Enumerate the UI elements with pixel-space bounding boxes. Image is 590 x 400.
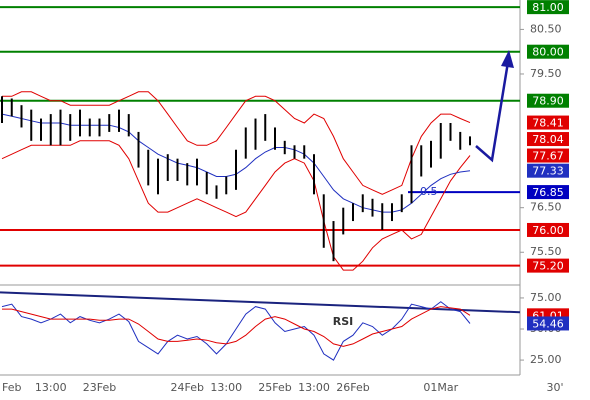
forecast-arrowhead [501, 50, 514, 68]
band-line [1, 140, 471, 271]
value-box [527, 222, 569, 237]
value-box [527, 163, 569, 178]
y-tick-label: 75.00 [530, 291, 562, 304]
value-box-label: 78.04 [532, 133, 564, 146]
plot: 0.5 RSI [0, 6, 521, 361]
value-box [527, 93, 569, 108]
y-tick-label: 76.50 [530, 201, 562, 214]
value-box [527, 185, 569, 200]
level-annotation: 0.5 [420, 185, 438, 198]
y-tick-label: 75.50 [530, 245, 562, 258]
x-tick-label: 25Feb [258, 381, 291, 394]
value-box [527, 148, 569, 163]
x-tick-label: 13:00 [35, 381, 67, 394]
value-box-label: 54.46 [532, 317, 564, 330]
x-tick-label: 24Feb [171, 381, 204, 394]
value-box-label: 77.67 [532, 150, 564, 163]
value-box [527, 0, 569, 15]
value-box-label: 77.33 [532, 165, 564, 178]
x-tick-label: 26Feb [336, 381, 369, 394]
value-box-label: 80.00 [532, 46, 564, 59]
band-line [2, 91, 471, 195]
value-box-label: 78.41 [532, 117, 564, 130]
y-tick-label: 80.50 [530, 22, 562, 35]
value-box [527, 316, 569, 331]
value-box-label: 78.90 [532, 95, 564, 108]
y-tick-label: 79.50 [530, 67, 562, 80]
value-box [527, 132, 569, 147]
rsi-line [2, 306, 471, 347]
x-tick-label: 13:00 [210, 381, 242, 394]
x-tick-label: 23Feb [83, 381, 116, 394]
value-box-label: 81.00 [532, 1, 564, 14]
forecast-arrow [475, 61, 510, 163]
value-box-label: 76.85 [532, 186, 564, 199]
x-tick-label: 13:00 [298, 381, 330, 394]
value-box [527, 44, 569, 59]
x-tick-label: Feb [2, 381, 21, 394]
x-unit-label: 30' [546, 381, 563, 394]
y-tick-label: 25.00 [530, 353, 562, 366]
value-box-label: 75.20 [532, 260, 564, 273]
value-box [527, 258, 569, 273]
rsi-title: RSI [333, 315, 354, 328]
value-box-label: 76.00 [532, 224, 564, 237]
value-box [527, 115, 569, 130]
x-tick-label: 01Mar [423, 381, 458, 394]
